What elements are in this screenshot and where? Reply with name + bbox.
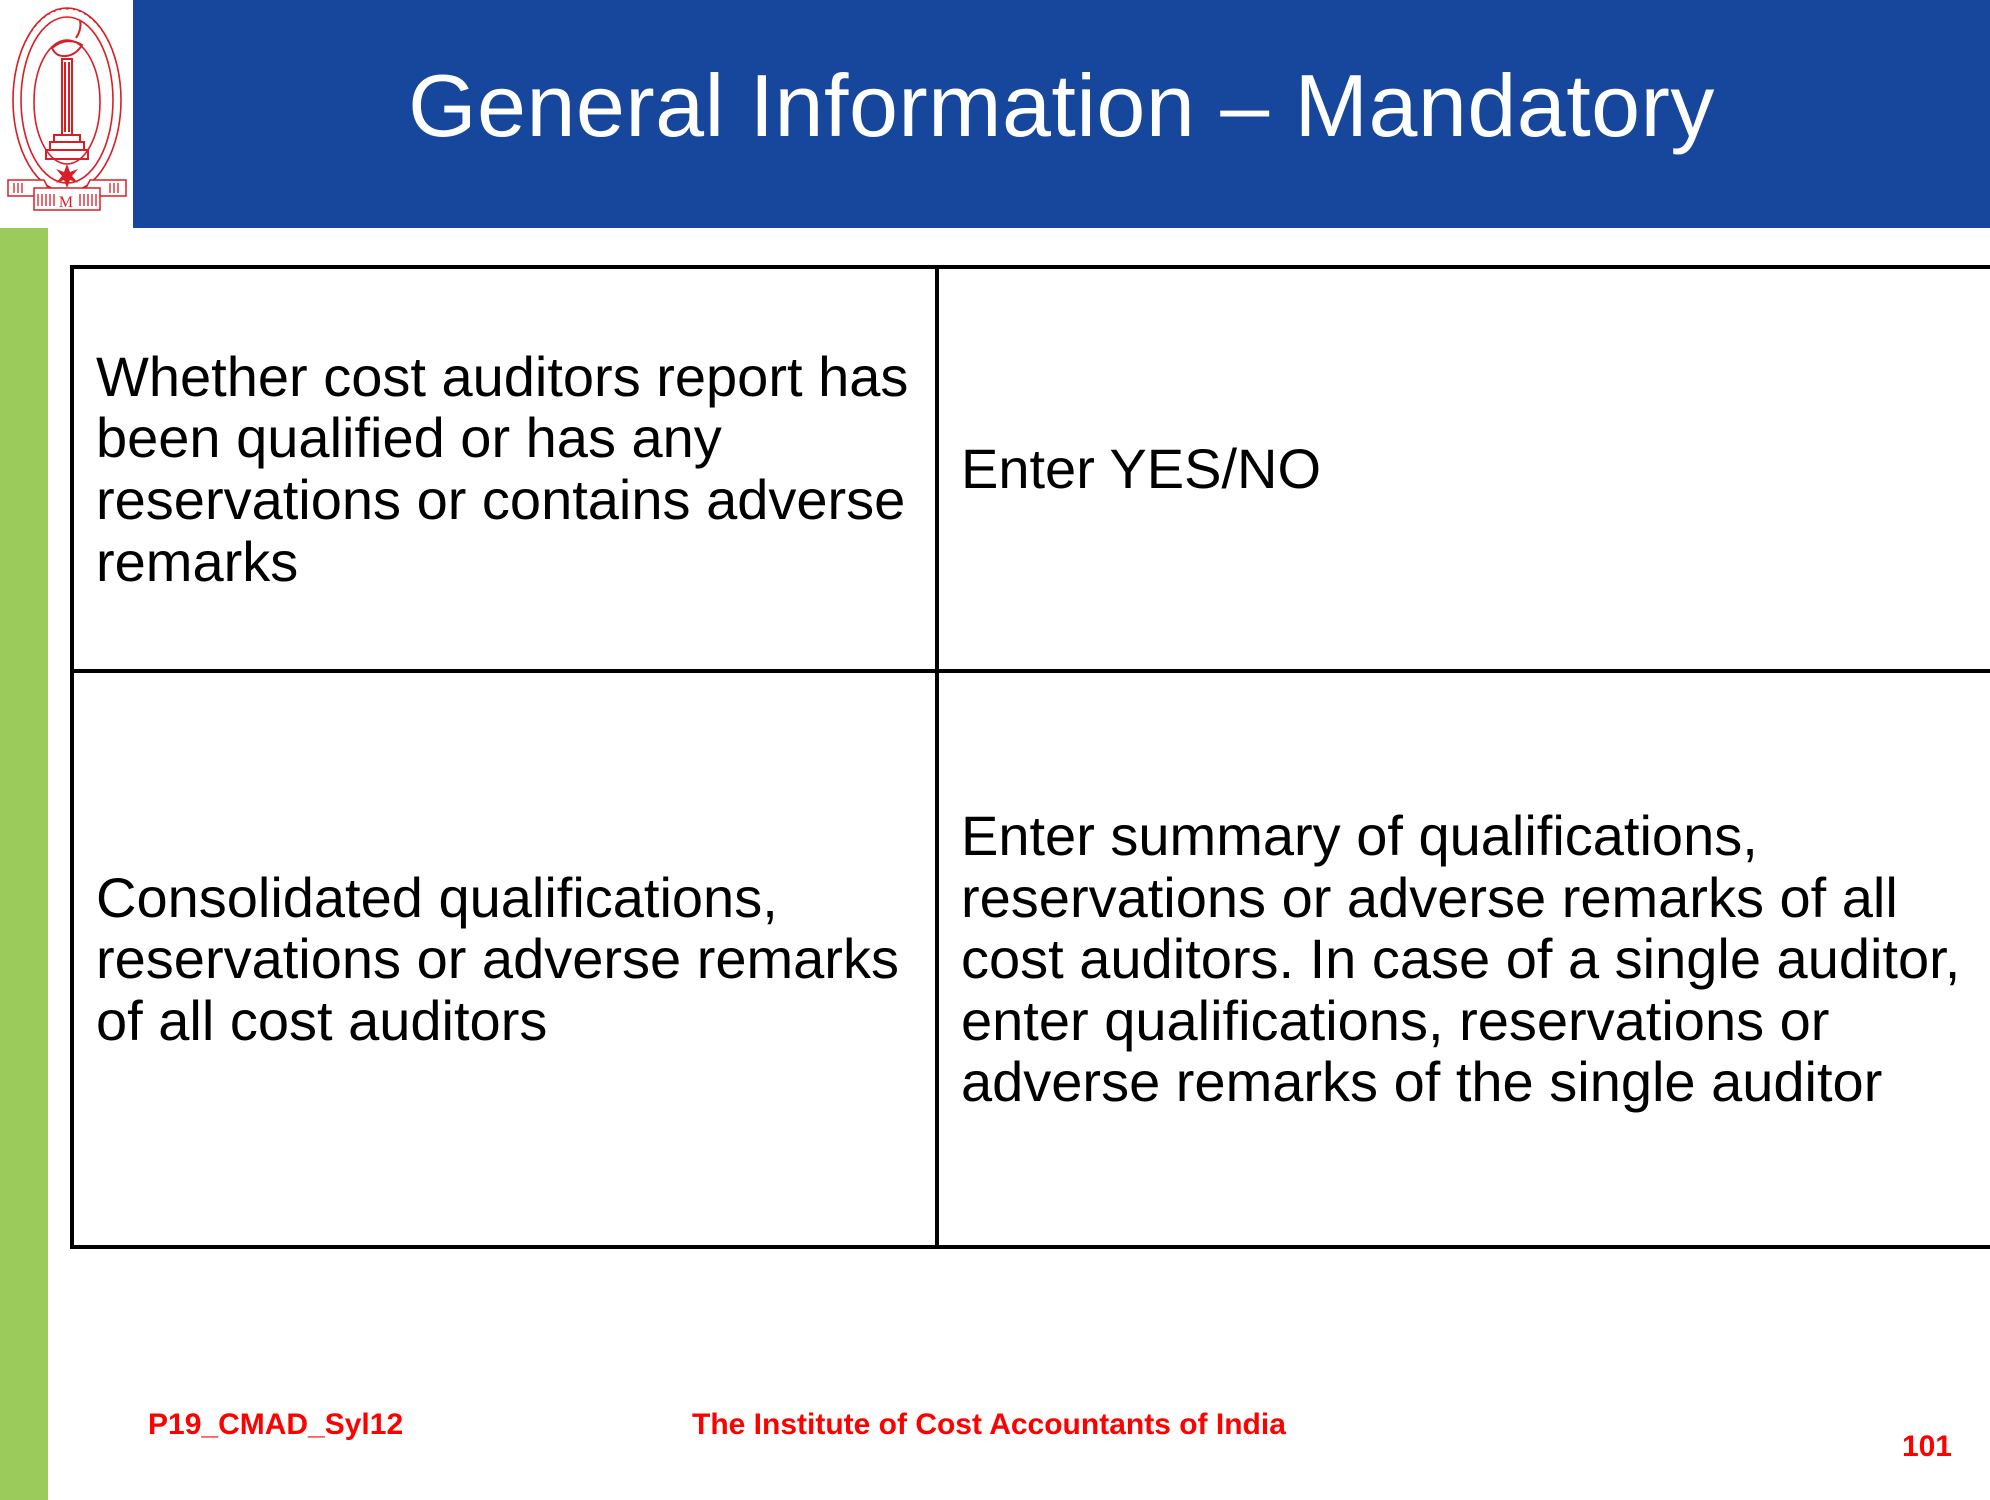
table-row: Consolidated qualifications, reservation… (70, 669, 1990, 1249)
table-cell-label: Consolidated qualifications, reservation… (70, 669, 939, 1249)
institute-seal-icon: M (7, 7, 127, 211)
row-label-text: Consolidated qualifications, reservation… (96, 865, 899, 1052)
left-accent-bar (0, 228, 48, 1500)
table-cell-label: Whether cost auditors report has been qu… (70, 265, 939, 673)
svg-text:M: M (59, 194, 73, 211)
row-label-text: Whether cost auditors report has been qu… (96, 344, 909, 593)
slide-footer: P19_CMAD_Syl12 The Institute of Cost Acc… (0, 1392, 1990, 1463)
table-row: Whether cost auditors report has been qu… (70, 265, 1990, 673)
row-value-text: Enter summary of qualifications, reserva… (961, 804, 1961, 1114)
general-information-table: Whether cost auditors report has been qu… (70, 265, 1990, 1249)
footer-subject-code: P19_CMAD_Syl12 (148, 1408, 404, 1441)
table-cell-value: Enter summary of qualifications, reserva… (935, 669, 1990, 1249)
institute-seal-logo: M (4, 2, 130, 224)
row-value-text: Enter YES/NO (961, 437, 1322, 501)
table-cell-value: Enter YES/NO (935, 265, 1990, 673)
footer-institute-name: The Institute of Cost Accountants of Ind… (692, 1408, 1286, 1441)
page-title: General Information – Mandatory (408, 56, 1715, 155)
footer-page-number: 101 (1901, 1430, 1952, 1463)
slide-header-band: General Information – Mandatory (133, 0, 1990, 228)
